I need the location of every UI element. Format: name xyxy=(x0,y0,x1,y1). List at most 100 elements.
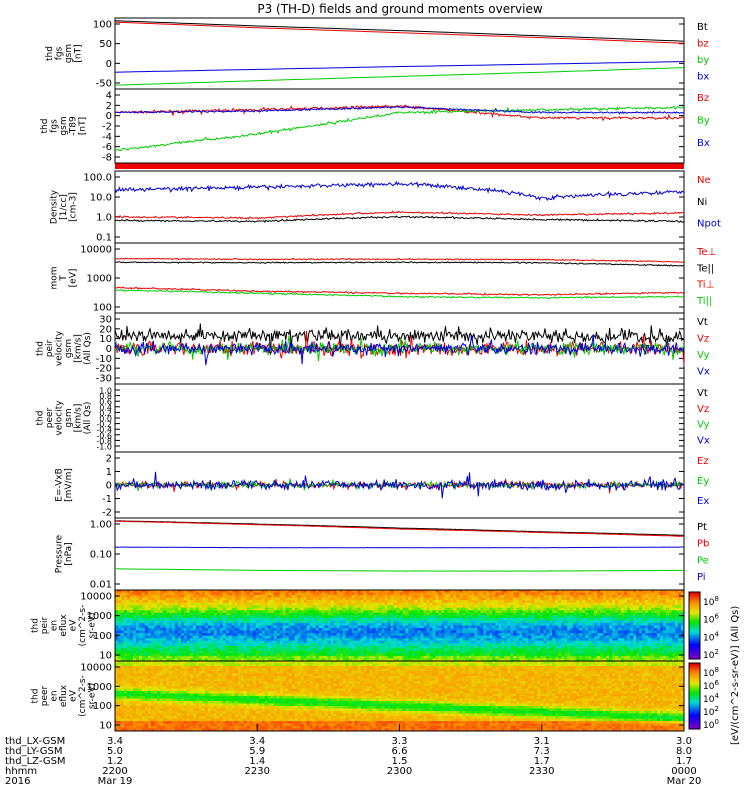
spectrogram-cell xyxy=(408,602,412,606)
y-tick-label: 2 xyxy=(106,101,112,112)
spectrogram-cell xyxy=(405,602,409,606)
spectrogram-cell xyxy=(504,638,508,642)
spectrogram-cell xyxy=(363,610,367,614)
spectrogram-cell xyxy=(561,615,565,619)
spectrogram-cell xyxy=(120,602,125,606)
spectrogram-cell xyxy=(321,595,326,599)
legend-entry: Ne xyxy=(697,175,711,186)
spectrogram-cell xyxy=(564,592,568,596)
spectrogram-cell xyxy=(147,625,152,629)
spectrogram-cell xyxy=(159,620,164,624)
spectrogram-cell xyxy=(489,625,493,629)
spectrogram-cell xyxy=(621,630,625,634)
spectrogram-cell xyxy=(249,655,254,659)
spectrogram-cell xyxy=(495,630,499,634)
spectrogram-cell xyxy=(384,622,388,626)
spectrogram-cell xyxy=(372,590,376,593)
spectrogram-cell xyxy=(201,617,206,621)
spectrogram-cell xyxy=(357,633,361,637)
spectrogram-cell xyxy=(267,645,272,649)
spectrogram-cell xyxy=(414,640,418,644)
spectrogram-cell xyxy=(621,635,625,639)
spectrogram-cell xyxy=(234,630,239,634)
spectrogram-cell xyxy=(417,620,421,624)
spectrogram-cell xyxy=(345,602,349,606)
spectrogram-cell xyxy=(249,620,254,624)
spectrogram-cell xyxy=(180,625,185,629)
spectrogram-cell xyxy=(471,590,475,593)
spectrogram-cell xyxy=(360,658,364,662)
spectrogram-cell xyxy=(516,635,520,639)
spectrogram-cell xyxy=(309,625,314,629)
spectrogram-cell xyxy=(231,655,236,659)
spectrogram-cell xyxy=(402,633,406,637)
spectrogram-cell xyxy=(237,605,242,609)
spectrogram-cell xyxy=(213,617,218,621)
spectrogram-cell xyxy=(405,655,409,659)
spectrogram-cell xyxy=(528,592,532,596)
spectrogram-cell xyxy=(612,638,616,642)
spectrogram-cell xyxy=(318,610,323,614)
spectrogram-cell xyxy=(252,633,257,637)
spectrogram-cell xyxy=(534,595,538,599)
spectrogram-cell xyxy=(540,658,544,662)
spectrogram-cell xyxy=(327,650,332,654)
spectrogram-cell xyxy=(483,658,487,662)
spectrogram-cell xyxy=(501,658,505,662)
spectrogram-cell xyxy=(432,628,436,631)
spectrogram-cell xyxy=(348,638,352,642)
spectrogram-cell xyxy=(132,590,137,593)
spectrogram-cell xyxy=(258,643,263,647)
spectrogram-cell xyxy=(129,625,134,629)
spectrogram-cell xyxy=(192,635,197,639)
spectrogram-cell xyxy=(159,592,164,596)
spectrogram-cell xyxy=(456,658,460,662)
spectrogram-cell xyxy=(441,595,445,599)
spectrogram-cell xyxy=(603,612,607,616)
y-tick-label: 10.0 xyxy=(90,193,112,204)
spectrogram-cell xyxy=(534,597,538,601)
spectrogram-cell xyxy=(201,628,206,631)
spectrogram-cell xyxy=(549,630,553,634)
spectrogram-cell xyxy=(561,595,565,599)
spectrogram-cell xyxy=(213,622,218,626)
spectrogram-cell xyxy=(399,612,403,616)
spectrogram-cell xyxy=(147,605,152,609)
spectrogram-cell xyxy=(273,602,278,606)
spectrogram-cell xyxy=(414,635,418,639)
spectrogram-cell xyxy=(612,645,616,649)
spectrogram-cell xyxy=(615,602,619,606)
spectrogram-cell xyxy=(411,640,415,644)
spectrogram-cell xyxy=(222,615,227,619)
spectrogram-cell xyxy=(417,615,421,619)
spectrogram-cell xyxy=(600,592,604,596)
spectrogram-cell xyxy=(384,595,388,599)
spectrogram-cell xyxy=(210,592,215,596)
spectrogram-cell xyxy=(219,655,224,659)
spectrogram-cell xyxy=(393,643,397,647)
spectrogram-cell xyxy=(324,628,329,631)
spectrogram-cell xyxy=(354,600,358,604)
spectrogram-cell xyxy=(420,590,424,593)
spectrogram-cell xyxy=(516,630,520,634)
spectrogram-cell xyxy=(303,635,308,639)
spectrogram-cell xyxy=(333,602,338,606)
spectrogram-cell xyxy=(609,645,613,649)
spectrogram-cell xyxy=(540,610,544,614)
spectrogram-cell xyxy=(168,622,173,626)
spectrogram-cell xyxy=(198,648,203,652)
spectrogram-cell xyxy=(606,595,610,599)
spectrogram-cell xyxy=(162,630,167,634)
spectrogram-cell xyxy=(510,590,514,593)
spectrogram-cell xyxy=(453,630,457,634)
spectrogram-cell xyxy=(561,612,565,616)
spectrogram-cell xyxy=(261,612,266,616)
spectrogram-cell xyxy=(348,605,352,609)
spectrogram-cell xyxy=(351,617,355,621)
spectrogram-cell xyxy=(315,605,320,609)
spectrogram-cell xyxy=(294,605,299,609)
spectrogram-cell xyxy=(345,658,349,662)
spectrogram-cell xyxy=(258,645,263,649)
spectrogram-cell xyxy=(201,610,206,614)
y-axis-label: (All Qs) xyxy=(83,332,93,365)
